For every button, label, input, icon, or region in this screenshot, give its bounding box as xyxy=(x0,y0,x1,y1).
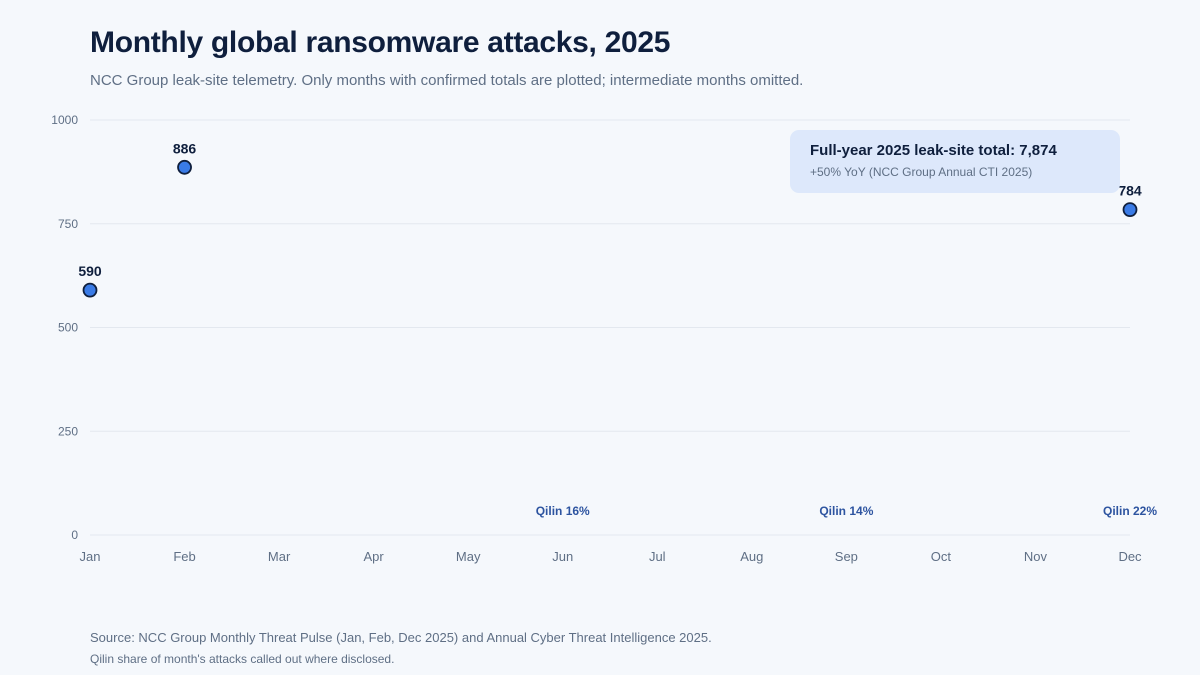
data-point xyxy=(82,282,98,298)
y-tick-label: 250 xyxy=(58,424,78,438)
qilin-annotations: Qilin 16% Qilin 14% Qilin 22% xyxy=(536,504,1158,518)
data-labels: 590 886 784 xyxy=(78,140,1142,279)
data-point xyxy=(1122,202,1138,218)
y-tick-label: 750 xyxy=(58,217,78,231)
chart-title: Monthly global ransomware attacks, 2025 xyxy=(90,26,671,59)
x-tick-label: Jan xyxy=(80,549,101,564)
data-label: 784 xyxy=(1118,183,1142,199)
data-label: 590 xyxy=(78,263,102,279)
source-note: Source: NCC Group Monthly Threat Pulse (… xyxy=(90,630,712,645)
x-axis-ticks: Jan Feb Mar Apr May Jun Jul Aug Sep Oct Nov Dec xyxy=(80,549,1143,564)
y-tick-label: 0 xyxy=(71,528,78,542)
x-tick-label: Sep xyxy=(835,549,858,564)
x-tick-label: Jul xyxy=(649,549,666,564)
data-points xyxy=(82,159,1138,298)
y-axis-ticks: 0 250 500 750 1000 xyxy=(51,113,78,542)
x-tick-label: Apr xyxy=(364,549,385,564)
footnote: Qilin share of month's attacks called ou… xyxy=(90,652,395,666)
data-point xyxy=(177,159,192,175)
chart-subtitle: NCC Group leak-site telemetry. Only mont… xyxy=(90,72,804,89)
y-tick-label: 500 xyxy=(58,321,78,335)
qilin-share-label: Qilin 14% xyxy=(819,504,873,518)
qilin-share-label: Qilin 22% xyxy=(1103,504,1157,518)
x-tick-label: May xyxy=(456,549,481,564)
x-tick-label: Nov xyxy=(1024,549,1048,564)
callout-title: Full-year 2025 leak-site total: 7,874 xyxy=(810,142,1057,159)
qilin-share-label: Qilin 16% xyxy=(536,504,590,518)
data-label: 886 xyxy=(173,140,197,156)
x-tick-label: Dec xyxy=(1118,549,1142,564)
callout-subtitle: +50% YoY (NCC Group Annual CTI 2025) xyxy=(810,165,1033,179)
x-tick-label: Feb xyxy=(173,549,195,564)
annual-total-callout: Full-year 2025 leak-site total: 7,874 +5… xyxy=(790,130,1120,193)
x-tick-label: Oct xyxy=(931,549,952,564)
x-tick-label: Mar xyxy=(268,549,291,564)
x-tick-label: Aug xyxy=(740,549,763,564)
x-tick-label: Jun xyxy=(552,549,573,564)
y-tick-label: 1000 xyxy=(51,113,78,127)
grid-lines xyxy=(90,119,1130,536)
